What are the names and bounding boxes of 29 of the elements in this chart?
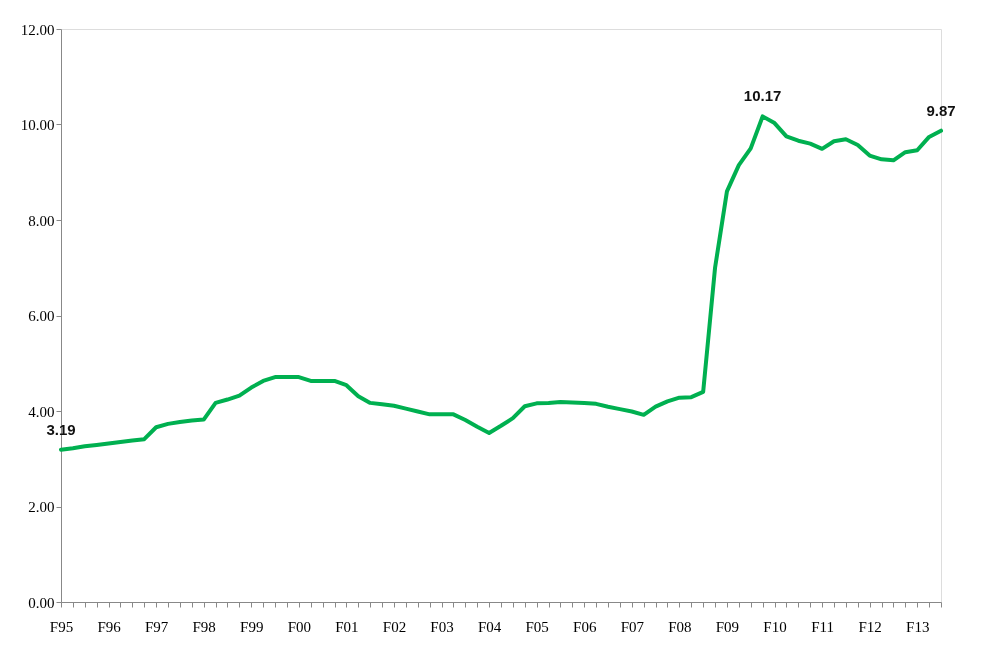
x-tick-label: F00 [287, 618, 312, 635]
x-tick-label: F06 [573, 618, 597, 635]
x-tick-label: F98 [192, 618, 216, 635]
y-tick-label: 0.00 [28, 594, 55, 611]
y-tick-label: 2.00 [28, 499, 55, 515]
y-tick-label: 10.00 [20, 117, 55, 133]
x-tick-label: F07 [620, 618, 645, 635]
x-tick-label: F08 [668, 618, 692, 635]
x-tick-label: F10 [763, 618, 787, 635]
x-tick-label: F95 [49, 618, 74, 635]
x-tick-label: F03 [430, 618, 454, 635]
x-tick-label: F02 [382, 618, 407, 635]
x-tick-label: F04 [477, 618, 502, 635]
x-tick-label: F13 [906, 618, 930, 635]
x-tick-label: F96 [97, 618, 122, 635]
data-label: 9.87 [926, 101, 956, 119]
y-tick-label: 6.00 [28, 308, 55, 324]
x-tick-label: F99 [240, 618, 264, 635]
data-label: 3.19 [46, 420, 76, 438]
y-tick-label: 4.00 [28, 403, 55, 420]
x-tick-label: F01 [335, 618, 359, 635]
y-tick-label: 12.00 [20, 21, 55, 38]
x-tick-label: F97 [144, 618, 169, 635]
x-tick-label: F09 [715, 618, 740, 635]
y-tick-label: 8.00 [28, 212, 55, 229]
data-label: 10.17 [743, 87, 782, 105]
x-tick-label: F11 [811, 618, 834, 635]
x-tick-label: F12 [858, 618, 882, 635]
x-tick-label: F05 [525, 618, 549, 635]
